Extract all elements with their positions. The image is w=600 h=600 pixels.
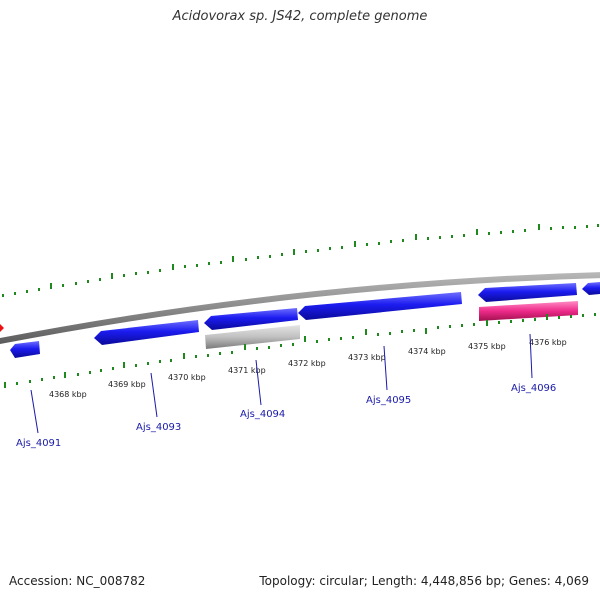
tick-label: 4369 kbp [108, 380, 146, 389]
gene-label-leaders [30, 333, 533, 434]
accession-label: Accession: NC_008782 [9, 574, 146, 588]
outer-tick-row [2, 224, 599, 297]
tick-label: 4371 kbp [228, 366, 266, 375]
tick-label: 4368 kbp [49, 390, 87, 399]
tick-label: 4376 kbp [529, 338, 567, 347]
gene-arrow-ajs-4095[interactable] [478, 283, 577, 302]
genome-summary: Topology: circular; Length: 4,448,856 bp… [259, 574, 589, 588]
gene-label-ajs-4093[interactable]: Ajs_4093 [136, 422, 181, 433]
tick-label: 4374 kbp [408, 347, 446, 356]
kbp-tick-row [4, 313, 596, 388]
highlight-feature[interactable] [0, 320, 4, 336]
rna-feature-bar[interactable] [479, 301, 578, 321]
tick-label: 4370 kbp [168, 373, 206, 382]
chromosome-backbone [0, 272, 600, 345]
gene-arrow-ajs-4094[interactable] [298, 292, 462, 320]
gene-arrow-ajs-4092[interactable] [94, 320, 199, 345]
gene-label-ajs-4095[interactable]: Ajs_4095 [366, 395, 411, 406]
gene-arrow-ajs-4093[interactable] [204, 308, 298, 330]
gene-label-ajs-4091[interactable]: Ajs_4091 [16, 438, 61, 449]
tick-label: 4372 kbp [288, 359, 326, 368]
gene-arrow-ajs-4096-start[interactable] [582, 282, 600, 295]
gene-arrow-ajs-4091[interactable] [10, 341, 40, 358]
gene-label-ajs-4094[interactable]: Ajs_4094 [240, 409, 285, 420]
gene-label-ajs-4096[interactable]: Ajs_4096 [511, 383, 556, 394]
pseudogene-bar[interactable] [205, 325, 300, 349]
tick-label: 4375 kbp [468, 342, 506, 351]
page-title: Acidovorax sp. JS42, complete genome [172, 9, 428, 24]
tick-label: 4373 kbp [348, 353, 386, 362]
